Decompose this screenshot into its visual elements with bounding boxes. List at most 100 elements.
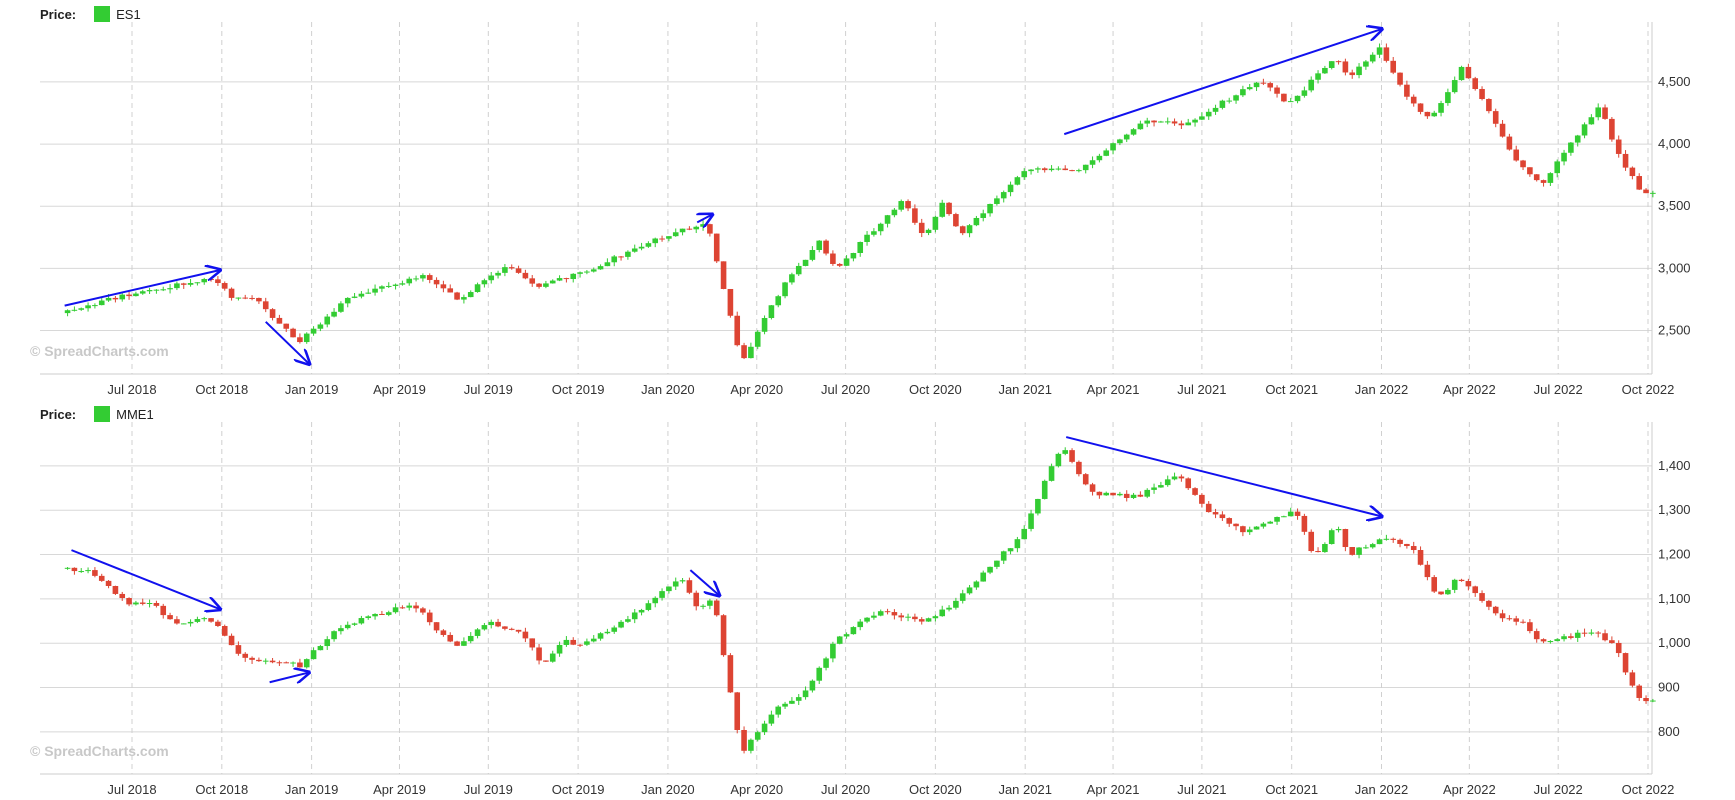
- candle-down: [720, 261, 727, 289]
- candle-down: [1486, 99, 1492, 112]
- candle-down: [379, 613, 385, 615]
- candle-down: [426, 612, 433, 623]
- candle-down: [1499, 123, 1506, 137]
- candle-up: [782, 282, 788, 297]
- candle-up: [939, 202, 946, 217]
- candle-up: [399, 283, 406, 285]
- candle-up: [1158, 485, 1164, 488]
- candle-up: [980, 572, 987, 582]
- candle-up: [1000, 551, 1007, 561]
- candle-down: [912, 616, 918, 620]
- candle-up: [351, 623, 358, 625]
- candle-down: [1390, 60, 1397, 73]
- candle-up: [597, 633, 604, 639]
- x-tick-label: Jan 2019: [285, 782, 339, 797]
- candle-down: [1629, 672, 1636, 686]
- candle-up: [1287, 101, 1294, 103]
- candle-up: [1199, 116, 1205, 120]
- candle-up: [1246, 87, 1253, 90]
- candle-down: [898, 615, 905, 618]
- candle-up: [1274, 516, 1280, 522]
- x-tick-label: Jan 2021: [998, 782, 1052, 797]
- candle-up: [310, 650, 317, 660]
- candle-up: [563, 639, 570, 645]
- candle-up: [700, 605, 706, 607]
- candle-up: [1294, 95, 1301, 102]
- x-tick-label: Oct 2019: [552, 382, 605, 397]
- candle-down: [912, 208, 918, 223]
- candle-down: [433, 279, 440, 285]
- candle-down: [1520, 621, 1526, 623]
- x-tick-label: Jul 2021: [1177, 782, 1226, 797]
- candle-up: [1151, 487, 1157, 490]
- candle-down: [221, 283, 228, 289]
- candle-up: [133, 602, 139, 605]
- candle-down: [953, 214, 959, 227]
- candle-up: [1007, 548, 1014, 552]
- candle-up: [549, 653, 556, 662]
- candle-up: [1185, 122, 1192, 126]
- candle-down: [215, 279, 221, 284]
- candle-up: [652, 238, 659, 244]
- candle-up: [966, 225, 973, 234]
- candle-up: [1035, 498, 1041, 514]
- candle-up: [1301, 90, 1308, 96]
- candle-up: [1144, 489, 1151, 497]
- candle-down: [112, 297, 119, 300]
- candle-up: [1260, 523, 1267, 527]
- candle-up: [1103, 150, 1110, 156]
- candle-up: [1014, 539, 1021, 549]
- candle-up: [816, 667, 823, 681]
- candle-down: [1281, 93, 1287, 102]
- candle-down: [433, 622, 440, 631]
- candle-up: [180, 623, 187, 625]
- candle-up: [987, 203, 993, 214]
- trend-arrow: [269, 672, 311, 682]
- candle-up: [864, 234, 870, 243]
- candle-up: [392, 284, 399, 286]
- candle-up: [1158, 121, 1164, 123]
- es1-chart-panel: Price: ES1 2,500 3,000 3,500 4,000 4,500 Jul …: [30, 6, 1691, 397]
- candle-down: [1424, 564, 1431, 578]
- candle-up: [994, 560, 1000, 567]
- legend-swatch-icon: [94, 406, 111, 422]
- y-tick-label: 4,000: [1658, 136, 1691, 151]
- candle-down: [1629, 167, 1636, 177]
- x-tick-label: Apr 2021: [1087, 382, 1140, 397]
- candle-up: [1458, 66, 1465, 81]
- candle-up: [611, 627, 618, 632]
- candle-down: [1410, 546, 1417, 551]
- candle-down: [208, 279, 214, 281]
- candle-up: [871, 615, 877, 618]
- candle-up: [1123, 134, 1130, 140]
- candle-down: [515, 629, 522, 632]
- candle-down: [918, 222, 925, 234]
- candle-down: [1520, 160, 1526, 168]
- candle-down: [1397, 539, 1403, 544]
- candle-down: [693, 592, 700, 607]
- candle-up: [645, 603, 652, 610]
- candle-down: [1568, 636, 1574, 638]
- candle-up: [850, 253, 857, 259]
- x-tick-label: Jan 2022: [1355, 782, 1409, 797]
- candle-up: [775, 296, 782, 306]
- candle-up: [344, 297, 351, 304]
- candle-up: [1007, 184, 1014, 193]
- candle-down: [1643, 189, 1649, 194]
- candle-up: [1062, 450, 1069, 454]
- candle-down: [215, 621, 221, 627]
- candle-down: [1513, 618, 1520, 622]
- candle-down: [126, 294, 132, 297]
- candle-up: [262, 660, 269, 662]
- candle-down: [1110, 492, 1116, 496]
- candle-up: [1281, 516, 1287, 518]
- legend-series-name: MME1: [116, 406, 154, 422]
- candle-up: [290, 662, 296, 664]
- candle-up: [358, 293, 365, 297]
- candle-up: [1055, 168, 1062, 170]
- candle-down: [918, 619, 925, 622]
- candle-up: [946, 607, 952, 610]
- x-tick-label: Jul 2022: [1534, 782, 1583, 797]
- candle-up: [1445, 589, 1451, 595]
- candle-up: [1369, 544, 1376, 548]
